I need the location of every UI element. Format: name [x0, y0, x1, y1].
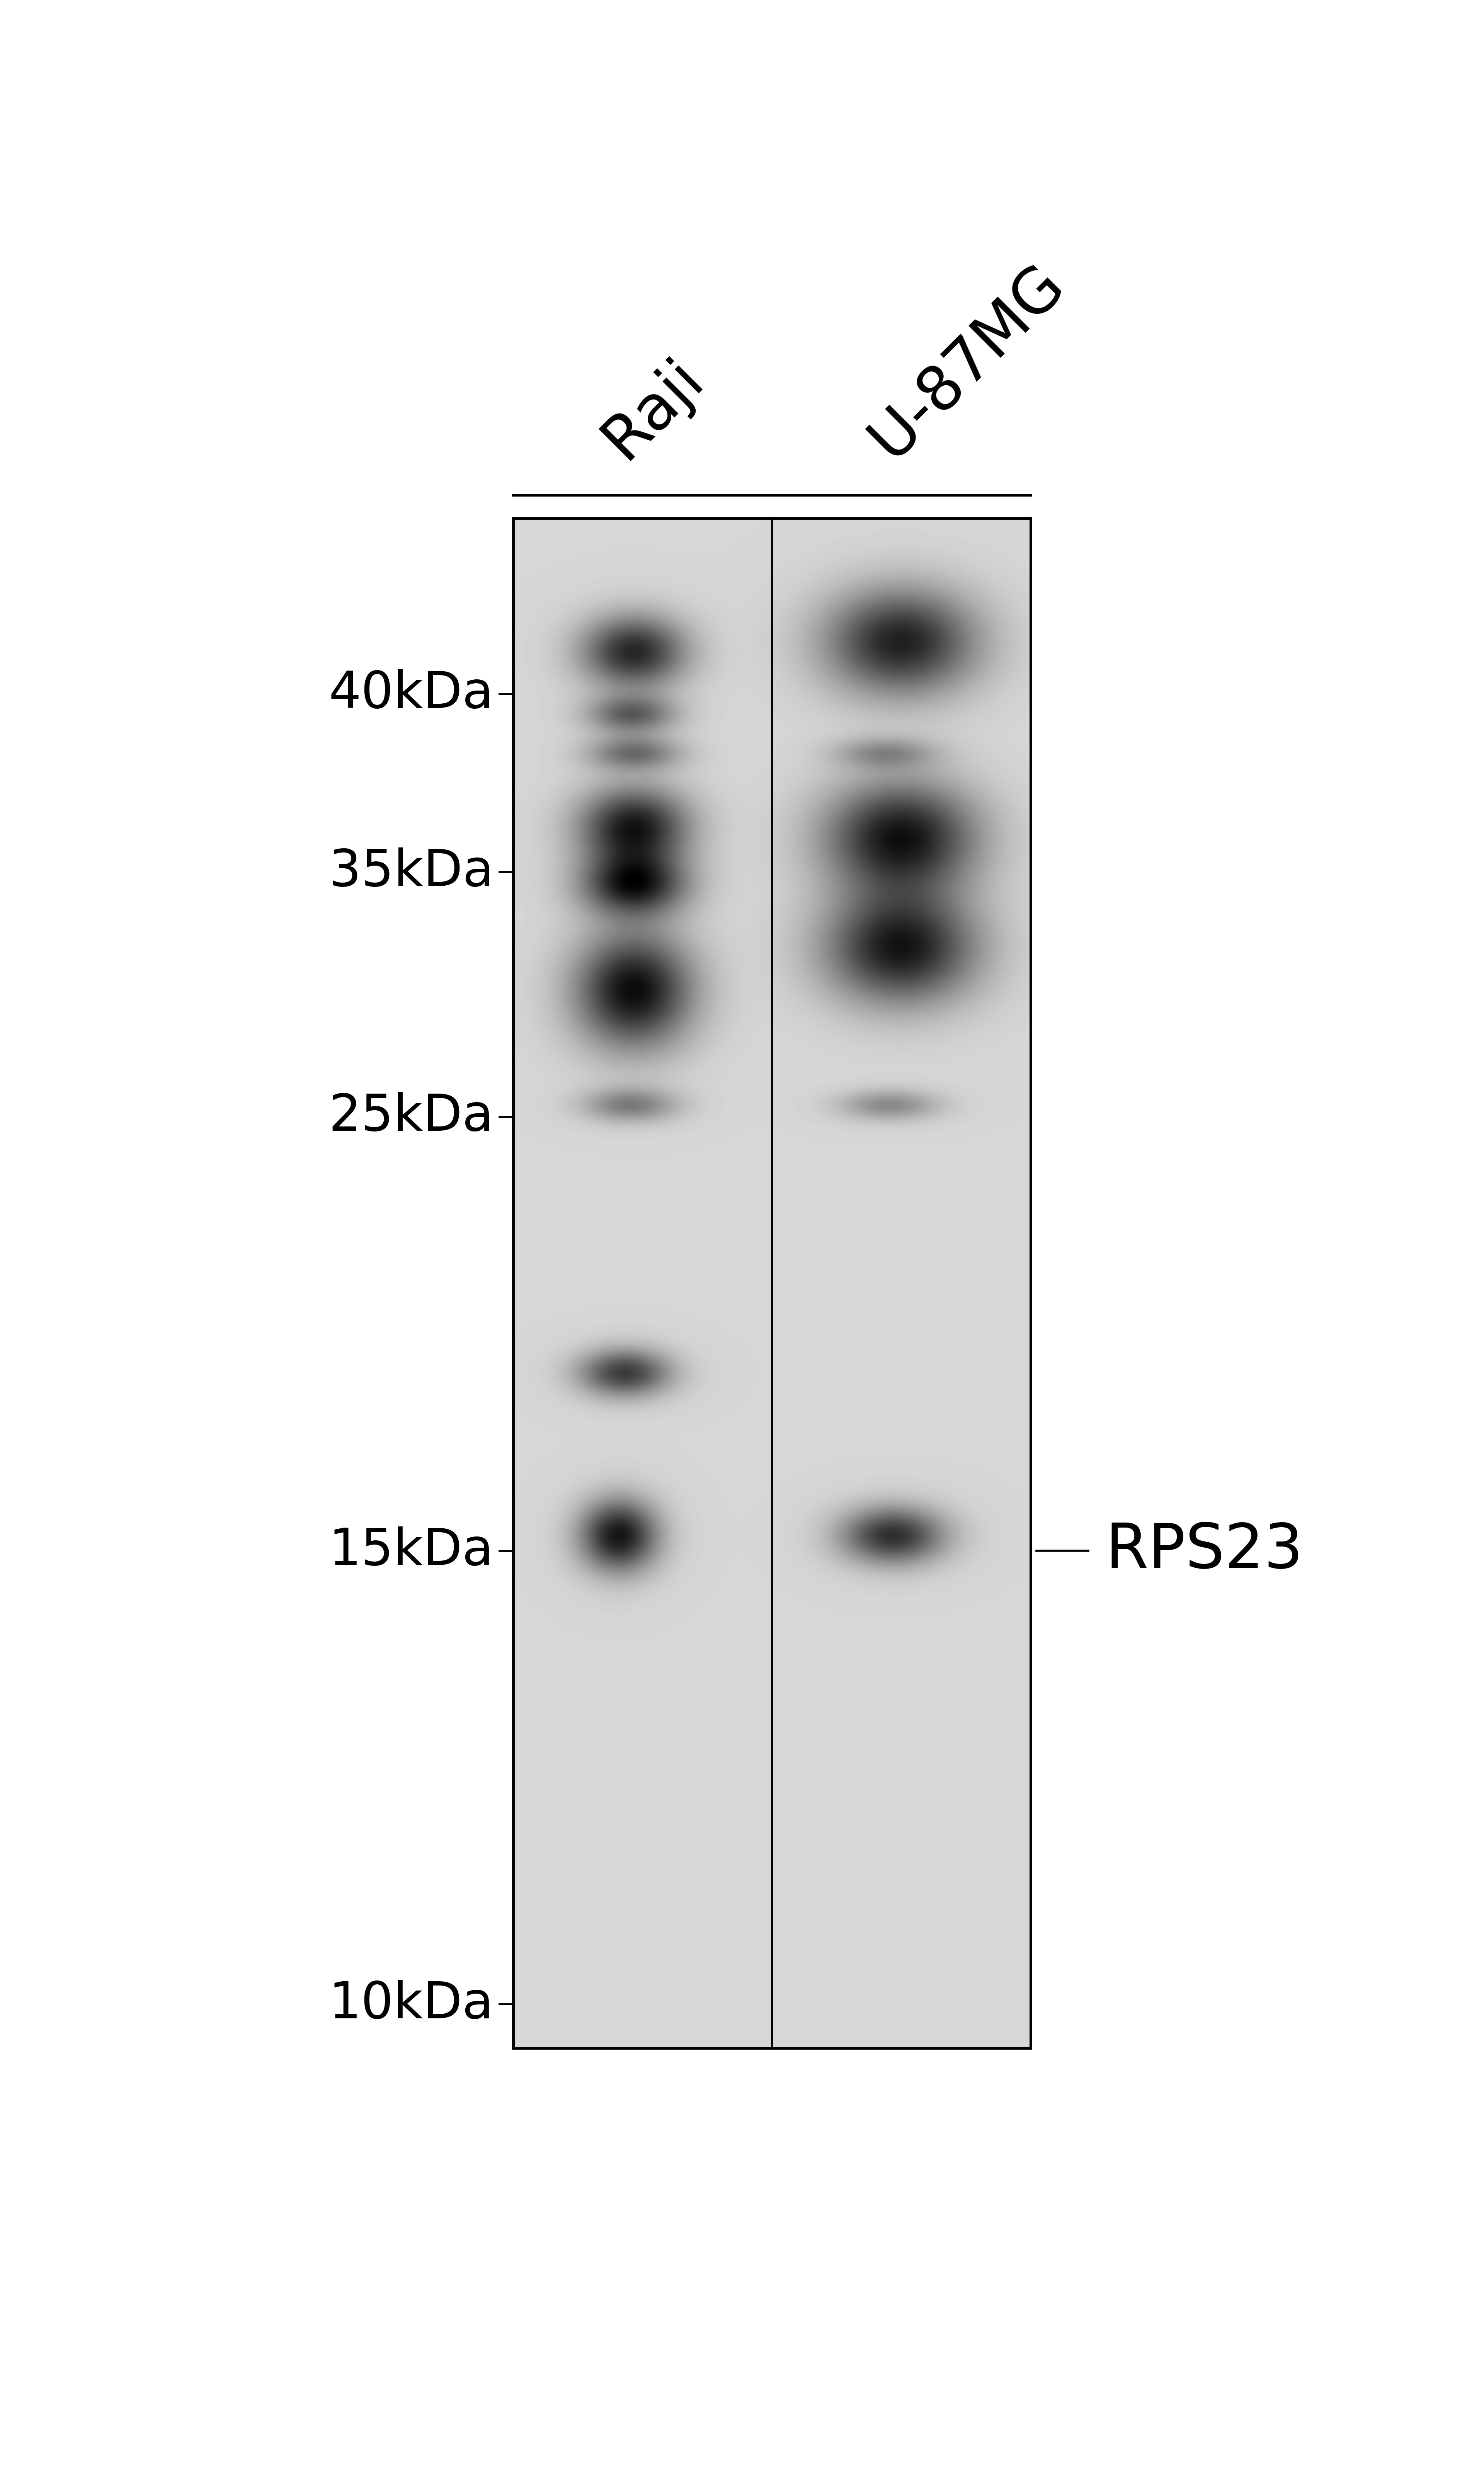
Text: 25kDa: 25kDa — [329, 1093, 494, 1140]
Text: 35kDa: 35kDa — [329, 847, 494, 897]
Bar — [513, 519, 1031, 2049]
Text: 40kDa: 40kDa — [329, 671, 494, 718]
Text: 10kDa: 10kDa — [329, 1980, 494, 2029]
Text: U-87MG: U-87MG — [859, 253, 1076, 469]
Text: Raji: Raji — [592, 348, 714, 469]
Text: RPS23: RPS23 — [1106, 1520, 1303, 1580]
Text: 15kDa: 15kDa — [329, 1525, 494, 1575]
